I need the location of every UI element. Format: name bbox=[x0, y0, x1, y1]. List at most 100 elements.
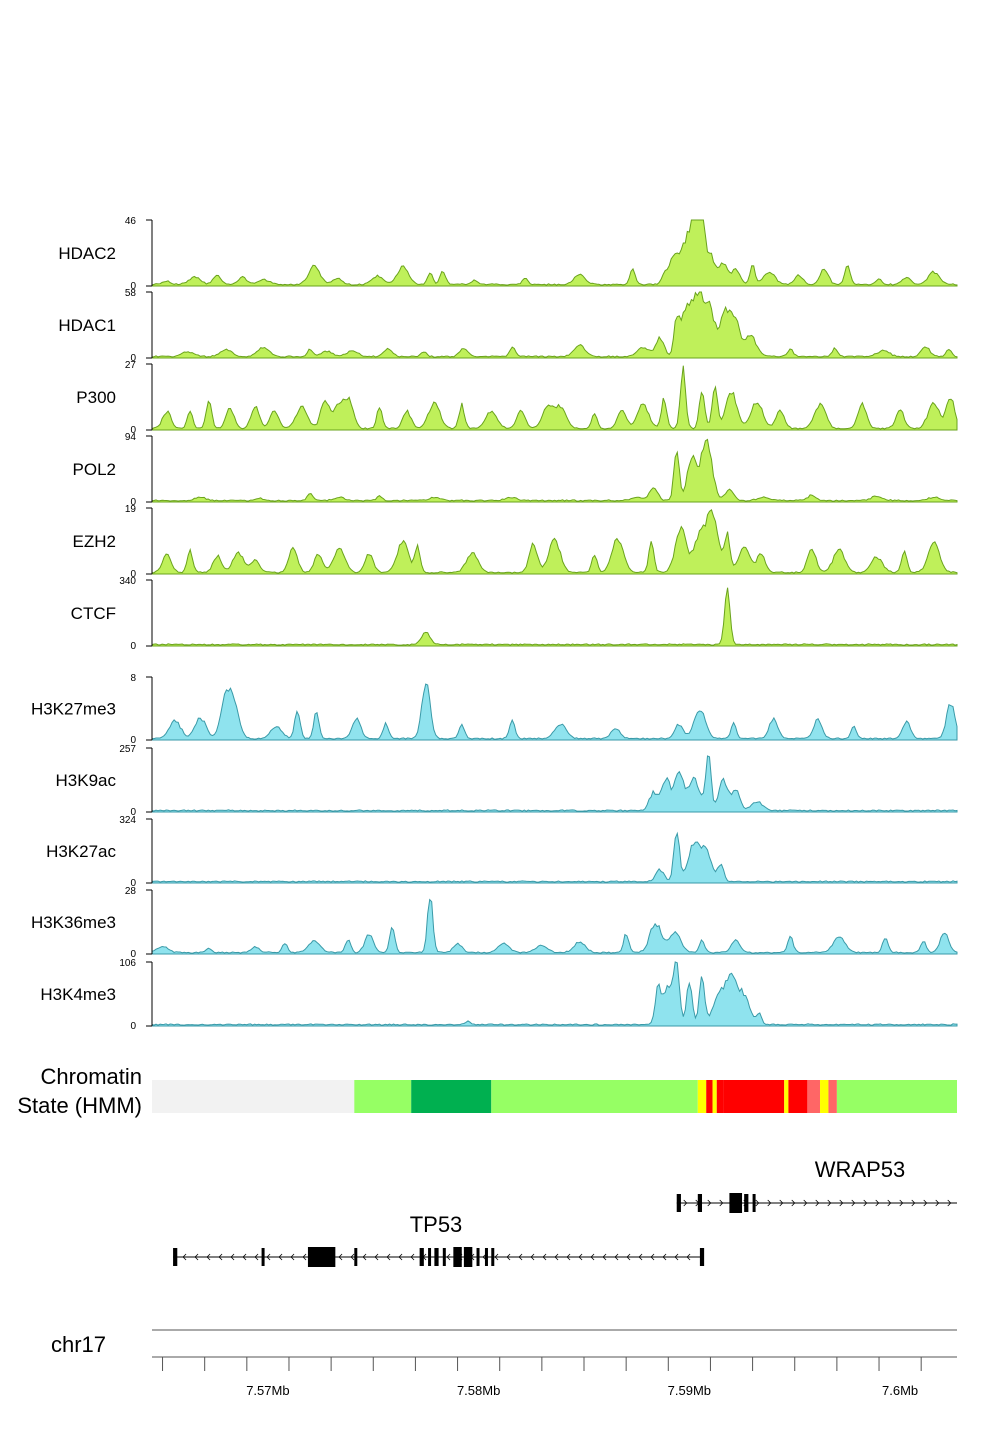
y-min-label: 0 bbox=[130, 641, 136, 652]
strand-arrow bbox=[386, 1253, 391, 1261]
state-segment bbox=[706, 1080, 713, 1113]
signal-tracks: 460HDAC2580HDAC1270P300940POL2190EZH2340… bbox=[31, 216, 958, 1032]
strand-arrow bbox=[218, 1253, 223, 1261]
track-h3k9ac: 257 0 H3K9ac bbox=[56, 744, 958, 818]
signal-area bbox=[151, 365, 958, 431]
strand-arrow bbox=[398, 1253, 403, 1261]
strand-arrow bbox=[338, 1253, 343, 1261]
track-p300: 27 0 P300 bbox=[76, 360, 958, 436]
exon bbox=[699, 1248, 705, 1266]
exon bbox=[697, 1194, 703, 1212]
exon bbox=[173, 1248, 178, 1266]
strand-arrow bbox=[779, 1199, 784, 1207]
strand-arrow bbox=[302, 1253, 307, 1261]
y-max-label: 8 bbox=[130, 673, 136, 684]
track-label: P300 bbox=[76, 388, 116, 407]
strand-arrow bbox=[566, 1253, 571, 1261]
strand-arrow bbox=[542, 1253, 547, 1261]
chromatin-label-line2: State (HMM) bbox=[17, 1093, 142, 1118]
gene-wrap53: WRAP53 bbox=[676, 1157, 957, 1213]
y-min-label: 0 bbox=[130, 735, 136, 746]
signal-area bbox=[151, 831, 958, 884]
exon bbox=[419, 1248, 424, 1266]
strand-arrow bbox=[206, 1253, 211, 1261]
exon bbox=[261, 1248, 265, 1266]
track-hdac2: 46 0 HDAC2 bbox=[58, 216, 958, 292]
strand-arrow bbox=[875, 1199, 880, 1207]
strand-arrow bbox=[887, 1199, 892, 1207]
track-label: H3K27ac bbox=[46, 842, 116, 861]
strand-arrow bbox=[815, 1199, 820, 1207]
exon bbox=[729, 1193, 743, 1213]
strand-arrow bbox=[803, 1199, 808, 1207]
strand-arrow bbox=[242, 1253, 247, 1261]
state-segment bbox=[716, 1080, 724, 1113]
signal-area bbox=[151, 755, 958, 813]
y-max-label: 324 bbox=[119, 815, 136, 826]
signal-area bbox=[151, 587, 958, 647]
exon bbox=[491, 1248, 495, 1266]
y-max-label: 106 bbox=[119, 958, 136, 969]
strand-arrow bbox=[590, 1253, 595, 1261]
track-label: H3K9ac bbox=[56, 771, 117, 790]
state-segment bbox=[828, 1080, 837, 1113]
state-segment bbox=[836, 1080, 957, 1113]
strand-arrow bbox=[602, 1253, 607, 1261]
signal-area bbox=[151, 291, 958, 359]
strand-arrow bbox=[182, 1253, 187, 1261]
exon bbox=[476, 1248, 480, 1266]
strand-arrow bbox=[254, 1253, 259, 1261]
strand-arrow bbox=[410, 1253, 415, 1261]
strand-arrow bbox=[530, 1253, 535, 1261]
state-segment bbox=[411, 1080, 492, 1113]
strand-arrow bbox=[266, 1253, 271, 1261]
strand-arrow bbox=[194, 1253, 199, 1261]
strand-arrow bbox=[923, 1199, 928, 1207]
y-min-label: 0 bbox=[130, 949, 136, 960]
state-segment bbox=[491, 1080, 698, 1113]
y-max-label: 257 bbox=[119, 744, 136, 755]
exon bbox=[484, 1248, 488, 1266]
track-ctcf: 340 0 CTCF bbox=[71, 576, 958, 652]
track-label: HDAC2 bbox=[58, 244, 116, 263]
state-segment bbox=[820, 1080, 829, 1113]
gene-track: WRAP53 TP53 bbox=[173, 1157, 957, 1267]
y-min-label: 0 bbox=[130, 878, 136, 889]
exon bbox=[453, 1247, 462, 1267]
strand-arrow bbox=[506, 1253, 511, 1261]
strand-arrow bbox=[935, 1199, 940, 1207]
chromosome-label: chr17 bbox=[51, 1332, 106, 1357]
gene-label: WRAP53 bbox=[815, 1157, 905, 1182]
track-h3k4me3: 106 0 H3K4me3 bbox=[40, 958, 958, 1032]
x-tick-label: 7.57Mb bbox=[246, 1383, 289, 1398]
strand-arrow bbox=[674, 1253, 679, 1261]
exon bbox=[744, 1194, 749, 1212]
strand-arrow bbox=[578, 1253, 583, 1261]
gene-tp53: TP53 bbox=[173, 1212, 705, 1267]
track-pol2: 94 0 POL2 bbox=[73, 432, 958, 508]
exon bbox=[442, 1248, 446, 1266]
exon bbox=[434, 1248, 439, 1266]
state-segment bbox=[697, 1080, 707, 1113]
chromatin-state-track: Chromatin State (HMM) bbox=[17, 1064, 957, 1118]
y-min-label: 0 bbox=[130, 569, 136, 580]
track-label: CTCF bbox=[71, 604, 116, 623]
strand-arrow bbox=[290, 1253, 295, 1261]
strand-arrow bbox=[554, 1253, 559, 1261]
x-tick-label: 7.59Mb bbox=[668, 1383, 711, 1398]
y-min-label: 0 bbox=[130, 807, 136, 818]
track-label: POL2 bbox=[73, 460, 116, 479]
track-label: H3K4me3 bbox=[40, 985, 116, 1004]
strand-arrow bbox=[947, 1199, 952, 1207]
strand-arrow bbox=[899, 1199, 904, 1207]
exon bbox=[676, 1194, 681, 1212]
strand-arrow bbox=[638, 1253, 643, 1261]
state-segment bbox=[788, 1080, 808, 1113]
strand-arrow bbox=[827, 1199, 832, 1207]
x-tick-label: 7.58Mb bbox=[457, 1383, 500, 1398]
strand-arrow bbox=[851, 1199, 856, 1207]
exon bbox=[354, 1248, 358, 1266]
y-max-label: 28 bbox=[125, 886, 137, 897]
signal-area bbox=[151, 683, 958, 741]
